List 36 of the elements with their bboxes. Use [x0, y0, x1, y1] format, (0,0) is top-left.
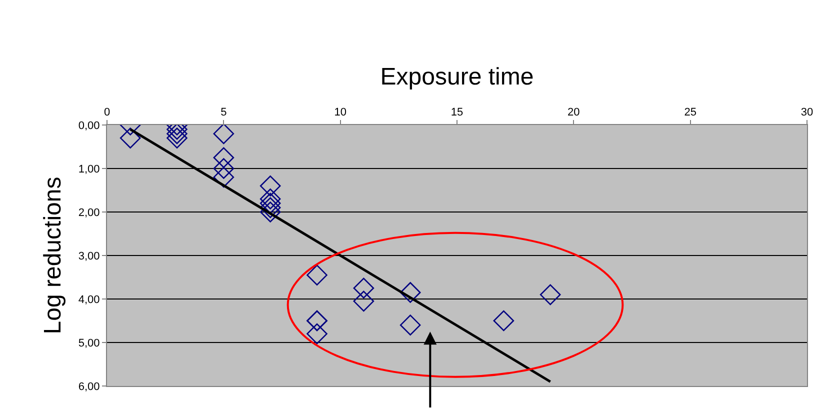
x-tick-label: 5	[220, 106, 227, 119]
point	[306, 264, 328, 286]
point	[540, 284, 561, 306]
point	[400, 314, 421, 336]
y-tick-label: 6,00	[78, 380, 100, 393]
point	[260, 188, 281, 210]
point	[213, 166, 234, 188]
point	[400, 282, 421, 303]
point	[306, 323, 328, 344]
y-tick-label: 3,00	[78, 250, 100, 262]
y-tick-label: 2,00	[78, 206, 100, 219]
x-tick-label: 0	[104, 106, 110, 119]
point	[353, 290, 374, 312]
y-tick-label: 1,00	[78, 163, 100, 176]
point	[213, 147, 234, 168]
point	[260, 197, 281, 218]
y-tick-label: 4,00	[78, 294, 100, 306]
x-tick-label: 20	[568, 106, 580, 119]
point	[120, 128, 141, 148]
x-tick-label: 10	[334, 106, 346, 119]
point	[213, 158, 234, 179]
x-tick-label: 15	[450, 106, 464, 119]
point	[493, 310, 514, 332]
point	[213, 125, 234, 144]
point	[260, 192, 281, 214]
point	[260, 202, 281, 222]
x-tick-label: 30	[800, 106, 814, 119]
x-axis-title: Exposure time	[380, 64, 534, 91]
x-tick-label: 25	[684, 106, 696, 119]
point	[166, 128, 188, 148]
point	[166, 125, 188, 144]
point	[353, 278, 374, 299]
y-tick-label: 0,00	[78, 120, 100, 132]
point	[260, 176, 281, 196]
y-axis-title: Log reductions	[39, 176, 66, 334]
y-tick-label: 5,00	[78, 337, 100, 350]
